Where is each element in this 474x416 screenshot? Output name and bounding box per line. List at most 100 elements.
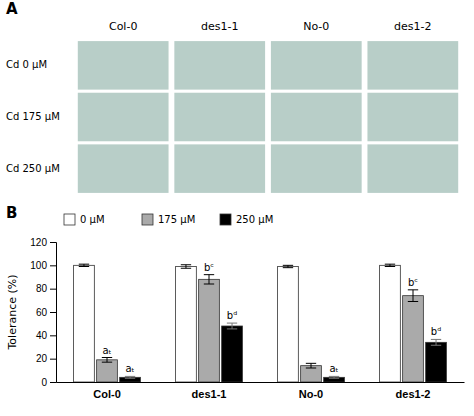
panel-b: B020406080100120Col-0des1-1No-0des1-2Tol…: [6, 204, 465, 400]
annotations: aₜbᶜbᶜaₜbᵈaₜbᵈ: [102, 262, 441, 375]
y-tick-mark: [50, 242, 56, 243]
bar: [426, 342, 447, 382]
error-line: [232, 323, 233, 329]
legend-item: 0 μM: [64, 214, 105, 226]
error-bar: [79, 264, 89, 266]
bar: [199, 279, 220, 382]
legend-item: 250 μM: [220, 214, 273, 226]
bar: [97, 360, 118, 382]
error-cap: [385, 264, 395, 265]
series: [120, 323, 447, 382]
error-cap: [102, 362, 112, 363]
x-tick-label: des1-2: [396, 388, 431, 400]
x-tick-label: Col-0: [93, 388, 121, 400]
bars: [74, 264, 447, 382]
y-tick-mark: [50, 382, 56, 383]
error-cap: [431, 345, 441, 346]
y-tick-label: 40: [36, 330, 48, 341]
y-tick: 100: [30, 260, 56, 271]
panel-label: A: [6, 0, 18, 18]
y-tick-label: 0: [41, 377, 47, 388]
error-cap: [306, 368, 316, 369]
error-line: [185, 265, 186, 269]
x-axis: Col-0 des1-1 No-0 des1-2: [57, 383, 465, 400]
error-bar: [102, 358, 112, 363]
y-tick-mark: [50, 265, 56, 266]
error-bar: [227, 323, 237, 329]
y-tick: 120: [30, 237, 56, 248]
bar: [222, 326, 243, 382]
y-tick: 0: [41, 377, 56, 388]
error-cap: [408, 301, 418, 302]
column-label: des1-1: [201, 20, 238, 33]
error-line: [209, 275, 210, 284]
annotation: bᵈ: [431, 326, 441, 337]
image-cell: [367, 93, 458, 142]
error-cap: [79, 264, 89, 265]
image-cell: [271, 93, 362, 142]
y-tick-mark: [50, 335, 56, 336]
error-bar: [431, 339, 441, 345]
bar: [301, 366, 322, 382]
y-tick-mark: [50, 289, 56, 290]
bar: [176, 267, 197, 383]
error-cap: [125, 378, 135, 379]
error-cap: [329, 376, 339, 377]
bar: [403, 296, 424, 382]
error-cap: [306, 363, 316, 364]
legend-swatch: [142, 214, 153, 225]
error-cap: [385, 266, 395, 267]
y-tick-mark: [50, 359, 56, 360]
bar: [380, 265, 401, 382]
error-cap: [102, 357, 112, 358]
error-bar: [306, 363, 316, 368]
y-axis-title: Tolerance (%): [6, 275, 19, 351]
y-tick-label: 80: [36, 283, 48, 294]
y-tick: 80: [36, 283, 56, 294]
image-cell: [367, 144, 458, 193]
error-cap: [227, 323, 237, 324]
error-line: [436, 339, 437, 345]
error-bar: [204, 275, 214, 284]
image-cell: [271, 144, 362, 193]
error-cap: [283, 267, 293, 268]
error-cap: [79, 266, 89, 267]
error-line: [311, 363, 312, 368]
bar: [74, 265, 95, 382]
image-cell: [78, 144, 169, 193]
legend-swatch: [220, 214, 231, 225]
image-cell: [271, 41, 362, 90]
row-label: Cd 0 μM: [6, 59, 47, 70]
y-axis-line: [50, 243, 57, 383]
error-bar: [283, 265, 293, 267]
row-label: Cd 250 μM: [6, 163, 60, 174]
column-label: des1-2: [394, 20, 431, 33]
legend-label: 250 μM: [236, 214, 273, 225]
x-tick: des1-2: [396, 388, 431, 400]
panel-a: ACol-0des1-1No-0des1-2Cd 0 μMCd 175 μMCd…: [6, 0, 458, 193]
column-label: No-0: [303, 20, 329, 33]
bar: [324, 377, 345, 382]
y-tick-label: 20: [36, 353, 48, 364]
x-tick: Col-0: [93, 388, 121, 400]
error-cap: [204, 284, 214, 285]
error-cap: [125, 376, 135, 377]
y-tick-label: 120: [30, 237, 47, 248]
y-tick-mark: [50, 312, 56, 313]
error-line: [413, 290, 414, 302]
error-cap: [283, 265, 293, 266]
image-cell: [174, 41, 265, 90]
error-cap: [408, 289, 418, 290]
legend-swatch: [64, 214, 75, 225]
x-tick: des1-1: [192, 388, 227, 400]
error-cap: [181, 264, 191, 265]
error-cap: [204, 274, 214, 275]
error-cap: [431, 339, 441, 340]
annotation: aₜ: [102, 345, 111, 356]
x-tick-label: No-0: [299, 388, 323, 400]
annotation: aₜ: [329, 363, 338, 374]
y-tick: 60: [36, 307, 56, 318]
legend-label: 175 μM: [158, 214, 195, 225]
y-tick-label: 60: [36, 307, 48, 318]
error-cap: [181, 268, 191, 269]
